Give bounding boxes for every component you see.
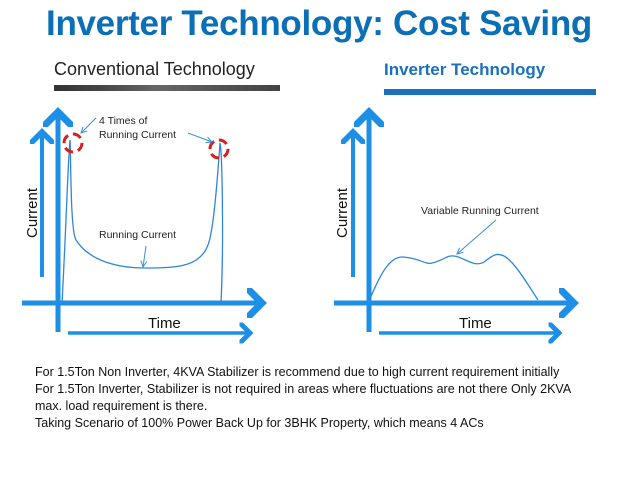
note-line: For 1.5Ton Inverter, Stabilizer is not r… [35, 382, 572, 396]
annotation-running-current-peak: Running Current [99, 129, 176, 141]
inverter-x-label: Time [459, 315, 492, 332]
conventional-y-label: Current [24, 187, 41, 238]
inverter-chart [334, 112, 574, 333]
inverter-y-label: Current [334, 187, 351, 238]
note-line: max. load requirement is there. [35, 399, 208, 413]
inverter-heading: Inverter Technology [384, 60, 546, 79]
annotation-variable-running-current: Variable Running Current [421, 205, 539, 217]
annotation-4-times: 4 Times of [99, 115, 148, 127]
note-line: For 1.5Ton Non Inverter, 4KVA Stabilizer… [35, 365, 560, 379]
conventional-underline [54, 85, 280, 91]
annotation-running-current: Running Current [99, 229, 176, 241]
page-title: Inverter Technology: Cost Saving [46, 4, 592, 43]
conventional-x-label: Time [148, 315, 181, 332]
inverter-underline [384, 89, 596, 95]
notes-block: For 1.5Ton Non Inverter, 4KVA Stabilizer… [35, 364, 635, 432]
note-line: Taking Scenario of 100% Power Back Up fo… [35, 416, 484, 430]
conventional-chart [22, 112, 262, 333]
conventional-heading: Conventional Technology [54, 59, 255, 79]
